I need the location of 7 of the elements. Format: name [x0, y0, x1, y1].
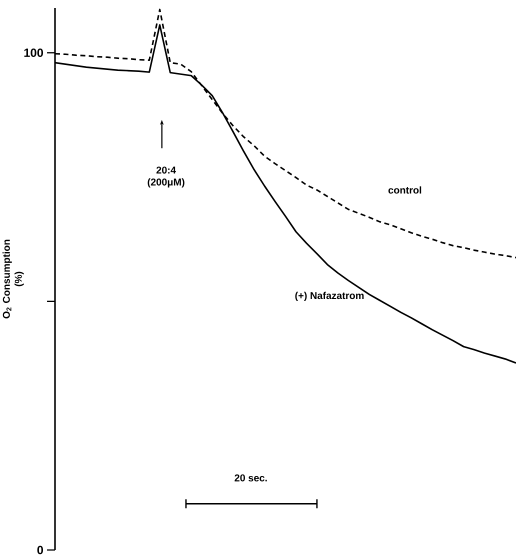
text: control: [388, 186, 422, 194]
y-tick-label: 0: [37, 546, 44, 554]
y-axis-title: O$_{2}$ Consumption (%): [2, 240, 24, 318]
annotation: 20 sec.: [234, 474, 267, 482]
annotation: 20:4 (200μM): [148, 166, 184, 188]
series-label: (+) Nafazatrom: [295, 292, 364, 302]
y-tick-label: 100: [24, 48, 44, 57]
